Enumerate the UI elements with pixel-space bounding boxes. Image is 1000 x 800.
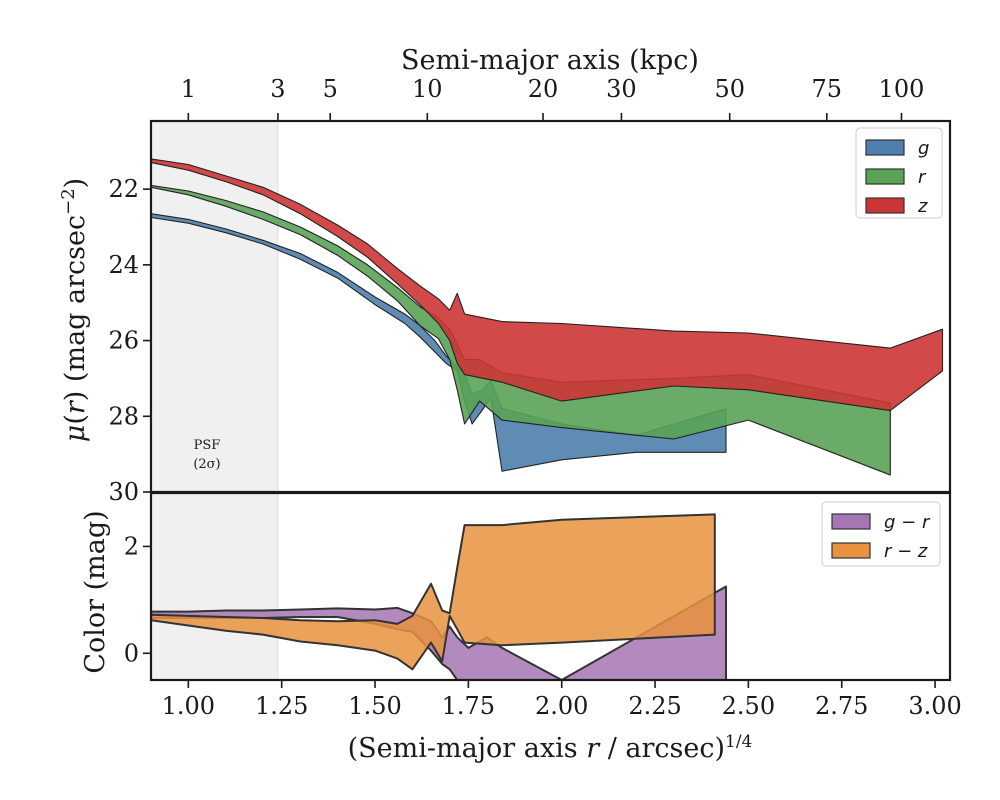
y-tick-label-top: 30 bbox=[108, 478, 139, 506]
band-z bbox=[151, 158, 944, 412]
legend-swatch-0 bbox=[831, 513, 871, 530]
top-tick-label: 100 bbox=[879, 75, 925, 103]
band-rz bbox=[151, 513, 716, 671]
top-tick-label: 5 bbox=[323, 75, 338, 103]
x-tick-label: 2.25 bbox=[628, 692, 681, 720]
y-tick-label-bottom: 0 bbox=[124, 639, 139, 667]
top-tick-label: 3 bbox=[270, 75, 285, 103]
top-tick-label: 50 bbox=[714, 75, 745, 103]
x-tick-label: 1.75 bbox=[442, 692, 495, 720]
psf-label: PSF bbox=[194, 438, 221, 453]
psf-region-top bbox=[151, 121, 278, 492]
psf-region-bottom bbox=[151, 493, 278, 680]
band-r bbox=[151, 184, 891, 476]
y-tick-label-top: 22 bbox=[108, 175, 139, 203]
legend-label: z bbox=[917, 196, 928, 217]
band-g bbox=[151, 213, 727, 472]
bottom-panel-frame bbox=[149, 491, 952, 682]
psf-sigma-label: (2σ) bbox=[193, 457, 220, 472]
y-tick-label-bottom: 2 bbox=[124, 532, 139, 560]
x-tick-label: 3.00 bbox=[908, 692, 961, 720]
legend-label: g − r bbox=[884, 512, 931, 533]
x-tick-label: 1.25 bbox=[255, 692, 308, 720]
legend-label: r bbox=[918, 167, 927, 188]
legend-label: g bbox=[918, 138, 929, 159]
top-tick-label: 10 bbox=[412, 75, 443, 103]
legend-swatch-2 bbox=[865, 197, 905, 214]
y-tick-label-top: 28 bbox=[108, 402, 139, 430]
top-tick-label: 75 bbox=[812, 75, 843, 103]
legend-top: grz bbox=[855, 127, 943, 219]
top-tick-label: 1 bbox=[181, 75, 196, 103]
x-tick-label: 1.00 bbox=[162, 692, 215, 720]
legend-swatch-1 bbox=[865, 168, 905, 185]
top-tick-label: 20 bbox=[528, 75, 559, 103]
x-tick-label: 1.50 bbox=[348, 692, 401, 720]
legend-swatch-0 bbox=[865, 139, 905, 156]
legend-bottom: g − r r − z bbox=[821, 501, 941, 567]
bottom-y-axis-title: Color (mag) bbox=[80, 510, 111, 673]
top-y-axis-title: μ(r) (mag arcsec−2) bbox=[58, 178, 91, 442]
legend-swatch-1 bbox=[831, 542, 871, 559]
x-tick-label: 2.00 bbox=[535, 692, 588, 720]
y-tick-label-top: 26 bbox=[108, 327, 139, 355]
x-tick-label: 2.50 bbox=[722, 692, 775, 720]
top-axis-title: Semi-major axis (kpc) bbox=[401, 45, 699, 76]
bottom-axis-title: (Semi-major axis r / arcsec)1/4 bbox=[348, 732, 753, 764]
y-tick-label-top: 24 bbox=[108, 251, 139, 279]
top-tick-label: 30 bbox=[606, 75, 637, 103]
x-tick-label: 2.75 bbox=[815, 692, 868, 720]
legend-label: r − z bbox=[884, 541, 928, 562]
